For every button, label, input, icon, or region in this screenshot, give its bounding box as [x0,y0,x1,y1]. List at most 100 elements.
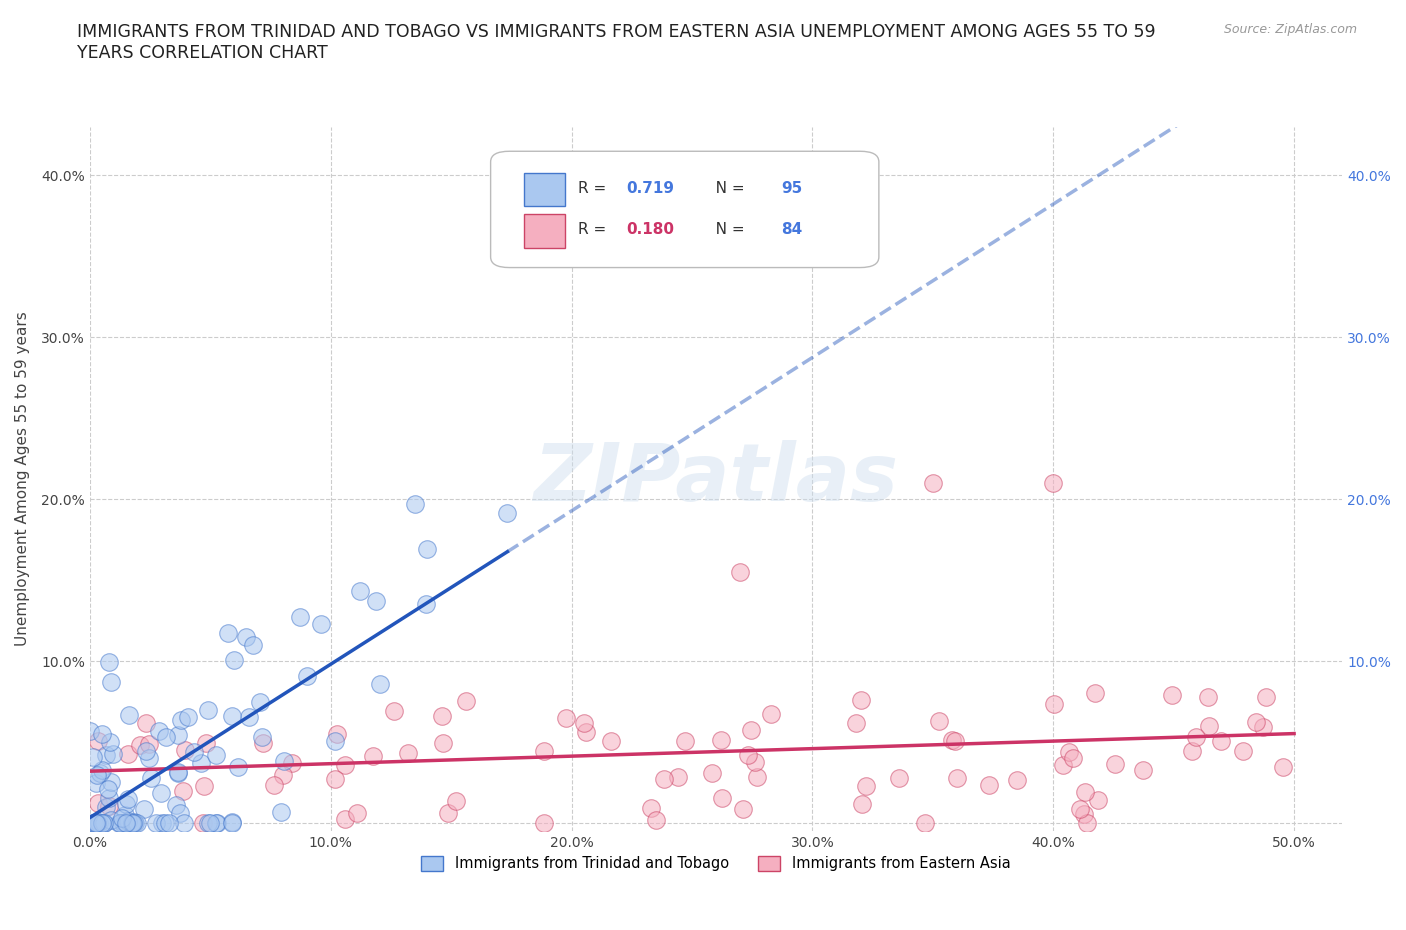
Point [91,763,114,777]
Point [93,816,115,830]
Point [1069,802,1091,817]
Point [346,806,368,821]
Point [1042,475,1064,490]
Point [101,747,124,762]
Point [114,796,136,811]
Point [87,816,110,830]
Point [851,796,873,811]
Point [127,816,149,830]
Point [415,597,437,612]
Point [416,542,439,557]
Point [333,812,356,827]
Point [652,772,675,787]
Point [1132,763,1154,777]
Point [710,733,733,748]
Text: 0.180: 0.180 [626,222,673,237]
Point [1043,697,1066,711]
Point [1005,772,1028,787]
Point [270,804,292,819]
Point [252,736,274,751]
Point [155,816,177,830]
Point [572,715,595,730]
Point [204,747,226,762]
Point [1209,734,1232,749]
Point [86,816,108,830]
Point [759,707,782,722]
Point [1181,743,1204,758]
Point [148,724,170,738]
Point [1084,685,1107,700]
Point [138,751,160,765]
Point [111,816,134,830]
Point [382,704,405,719]
Point [666,770,689,785]
Point [335,757,357,772]
Point [183,744,205,759]
Bar [524,173,565,206]
Point [1052,757,1074,772]
Text: Source: ZipAtlas.com: Source: ZipAtlas.com [1223,23,1357,36]
Point [221,815,243,830]
Point [198,816,221,830]
Point [747,769,769,784]
Point [235,630,257,644]
Text: ZIPatlas: ZIPatlas [533,440,898,518]
Point [135,744,157,759]
Point [117,708,139,723]
Point [1254,689,1277,704]
Point [114,816,136,830]
Point [87,734,110,749]
Point [134,801,156,816]
Point [226,760,249,775]
Point [744,754,766,769]
Point [430,709,453,724]
Point [191,816,214,830]
Point [1271,760,1294,775]
Point [444,793,467,808]
Text: IMMIGRANTS FROM TRINIDAD AND TOBAGO VS IMMIGRANTS FROM EASTERN ASIA UNEMPLOYMENT: IMMIGRANTS FROM TRINIDAD AND TOBAGO VS I… [77,23,1156,62]
Legend: Immigrants from Trinidad and Tobago, Immigrants from Eastern Asia: Immigrants from Trinidad and Tobago, Imm… [416,850,1017,877]
Point [943,734,966,749]
Point [117,814,139,829]
Point [98,655,121,670]
Point [731,802,754,817]
Bar [524,215,565,248]
Point [111,810,134,825]
Point [914,816,936,830]
Point [91,727,114,742]
Point [82,750,104,764]
Point [737,748,759,763]
Point [432,736,454,751]
Text: N =: N = [702,180,749,195]
Point [98,790,121,805]
Point [456,694,478,709]
Point [845,716,868,731]
Point [1059,745,1081,760]
Point [1244,714,1267,729]
Point [889,770,911,785]
Point [121,816,143,830]
Point [728,565,751,579]
Point [928,714,950,729]
Point [1074,785,1097,800]
Point [83,816,105,830]
Point [97,781,120,796]
Point [121,816,143,830]
Text: R =: R = [578,222,612,237]
Point [700,765,723,780]
Point [89,765,111,780]
Point [250,730,273,745]
Point [496,505,519,520]
Point [79,724,101,738]
Point [710,790,733,805]
Point [93,816,115,830]
Point [326,726,349,741]
Point [1197,690,1219,705]
Point [172,784,194,799]
Point [166,727,188,742]
Point [112,816,135,830]
Point [145,816,167,830]
Point [368,677,391,692]
Point [309,617,332,631]
Point [1184,730,1206,745]
